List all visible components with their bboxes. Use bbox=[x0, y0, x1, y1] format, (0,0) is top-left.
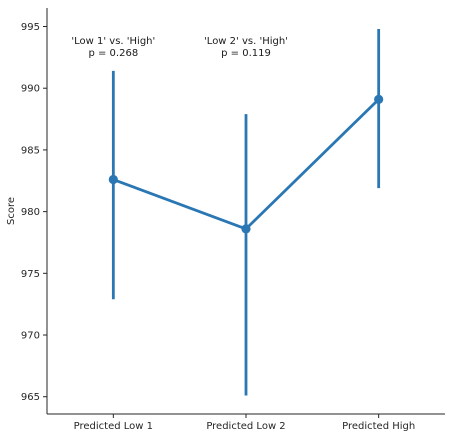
annotation-text: p = 0.119 bbox=[221, 48, 271, 59]
y-tick-label: 995 bbox=[21, 22, 40, 33]
data-point bbox=[374, 94, 384, 104]
y-tick-label: 985 bbox=[21, 145, 40, 156]
annotation-text: 'Low 1' vs. 'High' bbox=[71, 36, 155, 47]
data-point bbox=[108, 174, 118, 185]
annotation-text: p = 0.268 bbox=[88, 48, 138, 59]
y-tick-label: 980 bbox=[21, 207, 40, 218]
x-axis: Predicted Low 1 Predicted Low 2 Predicted … bbox=[74, 414, 415, 432]
annotation-text: 'Low 2' vs. 'High' bbox=[204, 36, 288, 47]
data-point bbox=[241, 224, 251, 234]
y-tick-label: 990 bbox=[21, 84, 40, 95]
annotations: 'Low 1' vs. 'High'p = 0.268 'Low 2' vs. '… bbox=[71, 36, 288, 59]
series bbox=[108, 94, 384, 234]
x-tick-label: Predicted Low 2 bbox=[206, 421, 285, 432]
x-tick-label: Predicted Low 1 bbox=[74, 421, 153, 432]
y-axis: 965 970 975 980 985 990 995 bbox=[21, 22, 47, 403]
y-tick-label: 975 bbox=[21, 269, 40, 280]
y-tick-label: 970 bbox=[21, 331, 40, 342]
y-tick-label: 965 bbox=[21, 392, 40, 403]
x-tick-label: Predicted High bbox=[342, 421, 415, 432]
y-axis-label: Score bbox=[6, 197, 17, 225]
error-bars bbox=[111, 28, 381, 396]
